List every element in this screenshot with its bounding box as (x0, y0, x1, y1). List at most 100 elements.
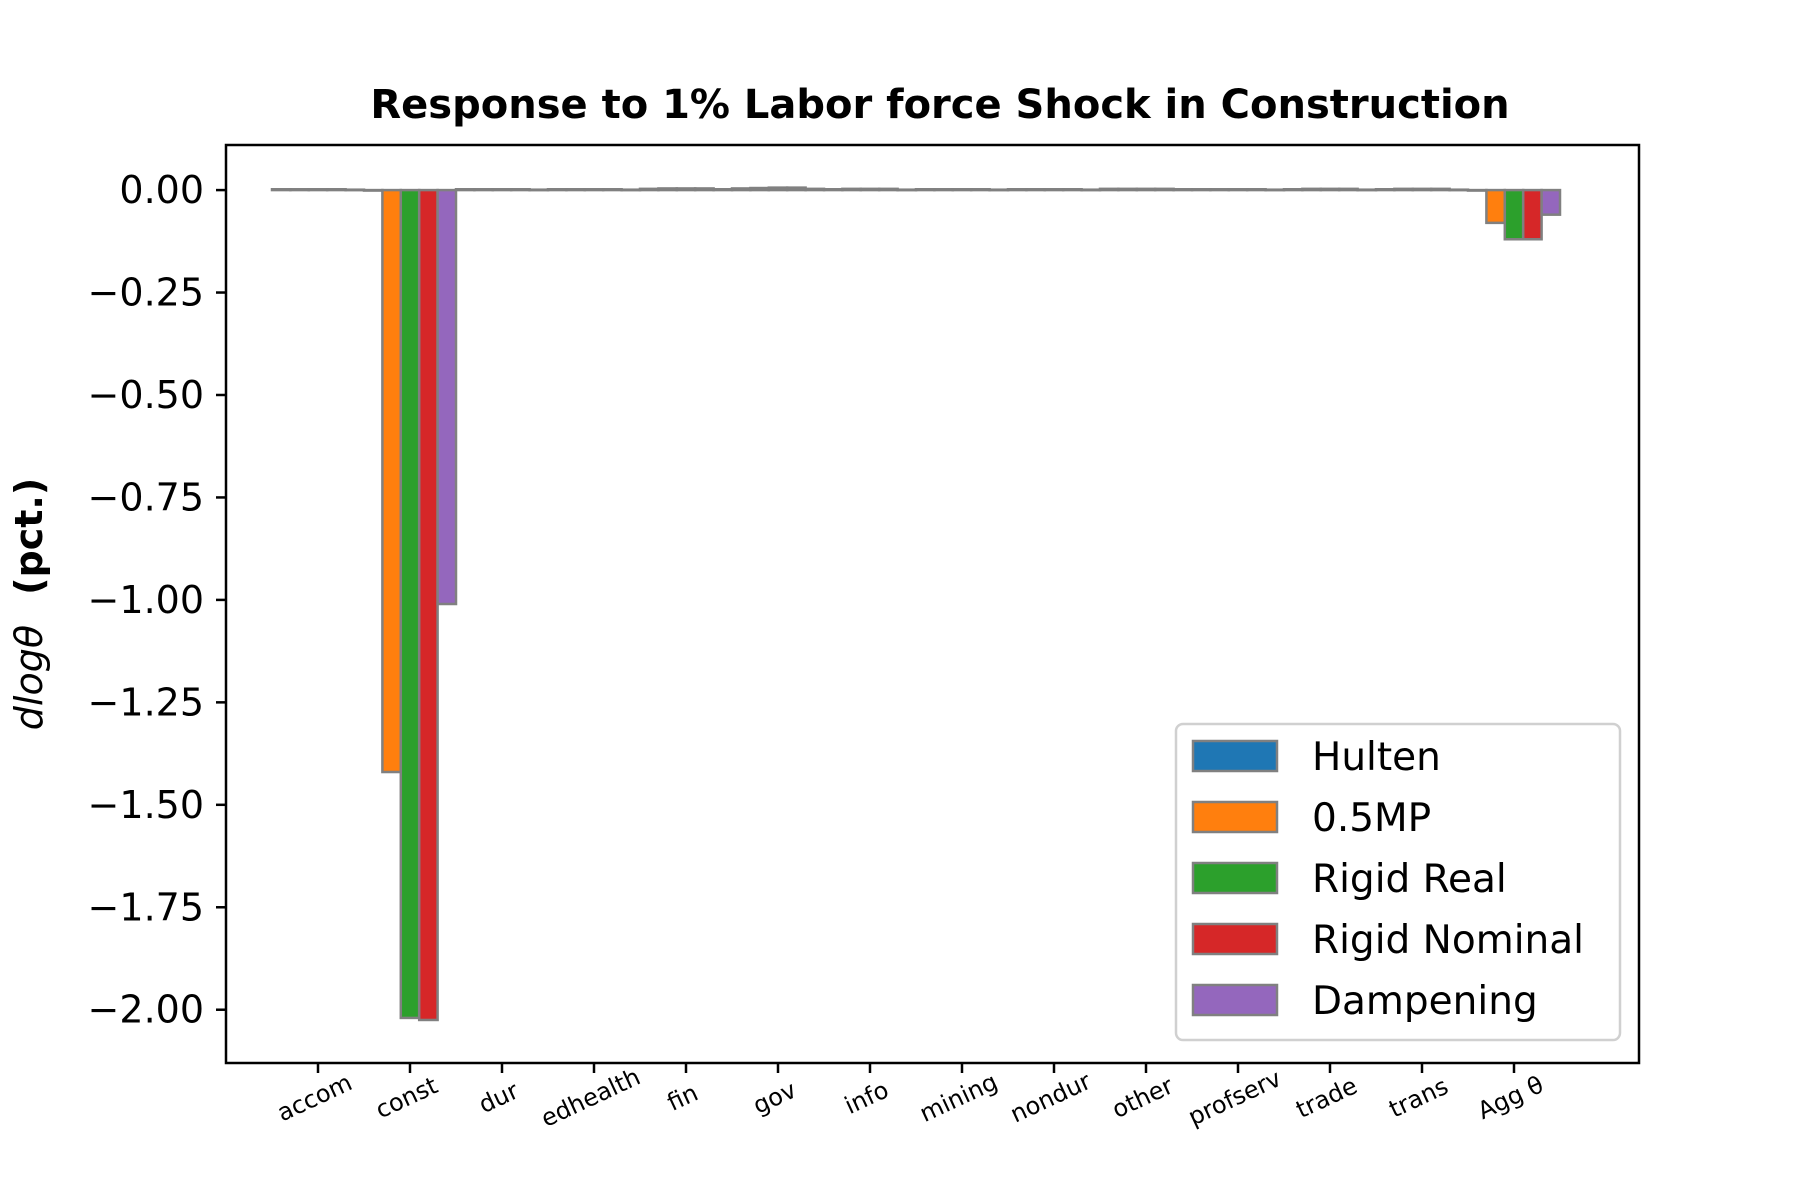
bar-hulten-6 (822, 188, 844, 192)
bar-0-5mp-10 (1209, 188, 1231, 192)
legend-label: Dampening (1312, 979, 1538, 1024)
x-tick-label: trans (1385, 1072, 1453, 1123)
bar-hulten-10 (1190, 188, 1212, 192)
bar-0-5mp-11 (1301, 187, 1323, 192)
legend-label: Hulten (1312, 735, 1441, 780)
bar-0-5mp-13 (1485, 188, 1507, 225)
bar-0-5mp-4 (657, 187, 679, 192)
y-tick-label: −2.00 (88, 988, 204, 1032)
x-tick-label: const (371, 1071, 442, 1124)
bar-hulten-0 (270, 188, 292, 192)
bar-dampening-12 (1448, 188, 1470, 192)
legend-swatch (1191, 861, 1279, 895)
bar-0-5mp-7 (933, 188, 955, 192)
y-tick-label: −0.25 (88, 271, 204, 315)
x-tick-label: info (840, 1076, 893, 1120)
bar-rigid-nominal-3 (601, 188, 623, 192)
bar-rigid-real-0 (307, 188, 329, 192)
legend-box (1174, 722, 1622, 1042)
bar-dampening-7 (988, 188, 1010, 192)
bar-rigid-nominal-2 (509, 188, 531, 192)
bar-rigid-real-3 (583, 188, 605, 192)
legend-swatch (1191, 922, 1279, 956)
bar-hulten-1 (362, 188, 384, 192)
y-tick-label: −0.50 (88, 373, 204, 417)
x-tick-label: fin (663, 1079, 702, 1117)
bar-hulten-5 (730, 187, 752, 192)
legend: Hulten 0.5MP Rigid Real Rigid Nominal Dampen… (1174, 722, 1622, 1042)
bar-dampening-9 (1172, 188, 1194, 192)
bar-rigid-nominal-4 (693, 187, 715, 192)
bar-0-5mp-12 (1393, 187, 1415, 192)
y-tick-label: 0.00 (119, 168, 204, 212)
bar-dampening-3 (620, 188, 642, 192)
bar-hulten-9 (1098, 187, 1120, 192)
x-tick-label: dur (474, 1076, 522, 1118)
bar-hulten-12 (1374, 188, 1396, 192)
bar-dampening-4 (712, 188, 734, 192)
y-axis-label: dlogθ (pct.) (7, 478, 51, 730)
bar-rigid-nominal-0 (325, 188, 347, 192)
legend-label: Rigid Real (1312, 857, 1507, 902)
bar-0-5mp-6 (841, 187, 863, 192)
x-tick-label: accom (273, 1068, 357, 1127)
bar-hulten-8 (1006, 188, 1028, 192)
bar-rigid-nominal-11 (1337, 187, 1359, 192)
x-axis: accom const dur edhealth fin gov info mining non… (273, 1063, 1548, 1133)
bar-rigid-real-5 (767, 186, 789, 192)
y-axis-label-math: dlogθ (7, 625, 51, 730)
bar-0-5mp-5 (749, 186, 771, 192)
bar-rigid-real-11 (1319, 187, 1341, 192)
x-tick-label: trade (1292, 1072, 1362, 1124)
bar-rigid-real-2 (491, 188, 513, 192)
y-tick-label: −1.25 (88, 680, 204, 724)
legend-swatch (1191, 800, 1279, 834)
x-tick-label: nondur (1006, 1067, 1095, 1129)
legend-label: 0.5MP (1312, 796, 1431, 841)
bar-rigid-nominal-10 (1245, 188, 1267, 192)
bar-dampening-2 (528, 188, 550, 192)
bar-rigid-real-10 (1227, 188, 1249, 192)
bar-dampening-5 (804, 187, 826, 192)
x-tick-label: Agg θ (1473, 1070, 1548, 1125)
bar-0-5mp-0 (289, 188, 311, 192)
bar-0-5mp-1 (381, 188, 403, 774)
bar-rigid-real-6 (859, 187, 881, 192)
y-tick-label: −1.75 (88, 885, 204, 929)
svg-text:dlogθ (pct.): dlogθ (pct.) (7, 478, 51, 730)
bar-0-5mp-8 (1025, 188, 1047, 192)
plot-area-frame (224, 143, 1641, 1065)
bar-rigid-real-9 (1135, 187, 1157, 192)
bar-hulten-11 (1282, 188, 1304, 192)
y-tick-label: −1.00 (88, 578, 204, 622)
y-tick-label: −1.50 (88, 783, 204, 827)
bar-dampening-13 (1540, 188, 1562, 216)
bar-rigid-nominal-6 (877, 187, 899, 192)
bar-rigid-real-1 (399, 188, 421, 1020)
bar-dampening-11 (1356, 188, 1378, 192)
bar-rigid-nominal-7 (969, 188, 991, 192)
x-tick-label: edhealth (537, 1063, 645, 1133)
bar-rigid-nominal-12 (1429, 187, 1451, 192)
bar-dampening-6 (896, 188, 918, 192)
bar-rigid-nominal-9 (1153, 187, 1175, 192)
legend-swatch (1191, 983, 1279, 1017)
bar-rigid-real-12 (1411, 187, 1433, 192)
bar-rigid-nominal-13 (1521, 188, 1543, 241)
y-tick-label: −0.75 (88, 475, 204, 519)
bar-0-5mp-2 (473, 188, 495, 192)
x-tick-label: other (1108, 1071, 1178, 1123)
bar-rigid-nominal-5 (785, 186, 807, 192)
bar-hulten-3 (546, 188, 568, 192)
x-tick-label: gov (749, 1076, 801, 1120)
bar-hulten-2 (454, 188, 476, 192)
bar-dampening-0 (344, 188, 366, 192)
bar-dampening-1 (436, 188, 458, 606)
chart-title: Response to 1% Labor force Shock in Cons… (370, 82, 1509, 128)
y-axis-label-unit: (pct.) (7, 478, 51, 595)
x-tick-label: mining (915, 1068, 1001, 1128)
bar-rigid-real-13 (1503, 188, 1525, 241)
bars-layer (270, 186, 1562, 1022)
legend-swatch (1191, 739, 1279, 773)
